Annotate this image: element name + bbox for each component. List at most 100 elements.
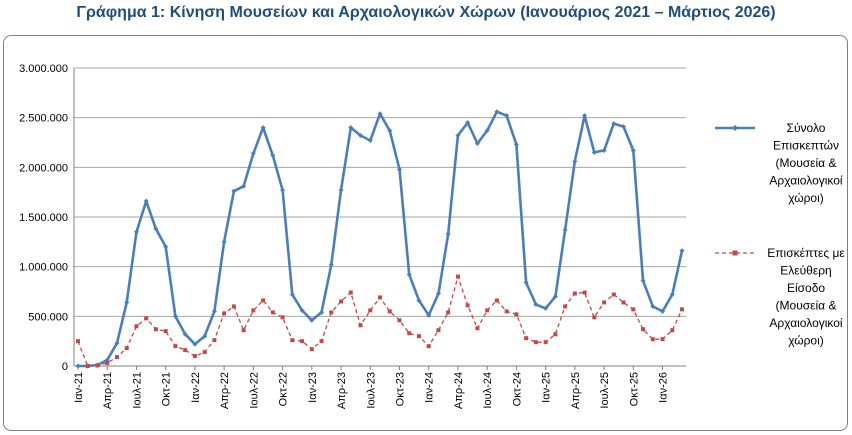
x-tick-label: Ιαν-21: [73, 372, 85, 403]
data-point-series-1: [328, 262, 334, 268]
x-tick-label: Ιαν-24: [424, 372, 436, 403]
legend-label-2: Επισκέπτες με Ελεύθερη Είσοδο (Μουσεία & Αρχ…: [767, 246, 845, 348]
data-point-series-1: [669, 291, 675, 297]
data-point-series-1: [124, 299, 130, 305]
data-point-series-2: [241, 328, 246, 333]
data-point-series-2: [270, 310, 275, 315]
data-point-series-2: [95, 363, 100, 368]
data-point-series-2: [348, 290, 353, 295]
data-point-series-1: [221, 239, 227, 245]
data-point-series-2: [339, 299, 344, 304]
legend-text-line: Αρχαιολογικοί: [769, 316, 843, 330]
y-tick-label: 3.000.000: [19, 63, 68, 75]
data-point-series-1: [387, 128, 393, 134]
data-point-series-1: [231, 188, 237, 194]
data-point-series-1: [270, 152, 276, 158]
x-tick-label: Ιουλ-21: [131, 372, 143, 409]
data-point-series-2: [602, 300, 607, 305]
y-tick-label: 2.500.000: [19, 113, 68, 125]
data-point-series-1: [338, 187, 344, 193]
data-point-series-2: [611, 292, 616, 297]
data-point-series-1: [75, 363, 81, 369]
data-point-series-1: [426, 312, 432, 318]
data-point-series-2: [572, 291, 577, 296]
data-point-series-1: [679, 248, 685, 254]
data-point-series-2: [153, 327, 158, 332]
data-point-series-2: [251, 308, 256, 313]
data-point-series-1: [494, 109, 500, 115]
data-point-series-2: [524, 336, 529, 341]
data-point-series-2: [660, 337, 665, 342]
data-point-series-1: [513, 141, 519, 147]
x-tick-label: Οκτ-24: [511, 372, 523, 406]
data-point-series-2: [319, 339, 324, 344]
data-point-series-2: [105, 361, 110, 366]
x-tick-label: Απρ-25: [570, 372, 582, 409]
data-point-series-1: [474, 140, 480, 146]
x-tick-label: Ιουλ-24: [482, 372, 494, 409]
legend-text-line: χώροι): [788, 334, 824, 348]
data-point-series-2: [485, 308, 490, 313]
legend-marker-1: [732, 125, 738, 131]
data-point-series-1: [611, 121, 617, 127]
x-tick-label: Ιαν-23: [307, 372, 319, 403]
data-point-series-2: [124, 346, 129, 351]
data-point-series-2: [192, 354, 197, 359]
data-point-series-2: [163, 329, 168, 334]
data-point-series-2: [134, 324, 139, 329]
data-point-series-2: [563, 304, 568, 309]
legend-text-line: Επισκέπτες με: [767, 246, 845, 260]
x-tick-label: Ιουλ-23: [365, 372, 377, 409]
data-point-series-1: [455, 133, 461, 139]
data-point-series-1: [377, 111, 383, 117]
data-point-series-1: [572, 158, 578, 164]
data-point-series-2: [446, 310, 451, 315]
data-point-series-2: [202, 350, 207, 355]
data-point-series-1: [660, 308, 666, 314]
data-point-series-1: [309, 317, 315, 323]
x-tick-label: Ιουλ-22: [248, 372, 260, 409]
chart-title: Γράφημα 1: Κίνηση Μουσείων και Αρχαιολογ…: [76, 4, 776, 21]
data-point-series-2: [222, 311, 227, 316]
data-point-series-1: [435, 290, 441, 296]
data-point-series-2: [582, 290, 587, 295]
data-point-series-1: [533, 301, 539, 307]
data-point-series-1: [299, 307, 305, 313]
data-point-series-1: [280, 187, 286, 193]
y-tick-label: 0: [62, 361, 68, 373]
data-point-series-1: [630, 147, 636, 153]
data-point-series-2: [290, 338, 295, 343]
data-point-series-1: [543, 305, 549, 311]
data-point-series-1: [582, 113, 588, 119]
data-point-series-1: [163, 244, 169, 250]
data-point-series-2: [76, 339, 80, 344]
data-point-series-2: [533, 340, 538, 345]
data-point-series-1: [153, 226, 159, 232]
legend-text-line: (Μουσεία &: [776, 156, 837, 170]
legend-text-line: Επισκεπτών: [773, 139, 839, 153]
data-point-series-1: [406, 272, 412, 278]
x-tick-label: Ιαν-22: [190, 372, 202, 403]
data-point-series-1: [601, 147, 607, 153]
data-point-series-1: [133, 229, 139, 235]
data-point-series-1: [192, 341, 198, 347]
data-point-series-2: [631, 307, 636, 312]
data-point-series-1: [211, 308, 217, 314]
data-point-series-2: [300, 339, 305, 344]
x-tick-label: Οκτ-25: [628, 372, 640, 406]
data-point-series-1: [367, 138, 373, 144]
data-point-series-2: [426, 344, 431, 349]
data-point-series-1: [465, 120, 471, 126]
y-tick-label: 1.000.000: [19, 262, 68, 274]
x-tick-label: Οκτ-22: [278, 372, 290, 406]
data-point-series-1: [650, 303, 656, 309]
legend-text-line: Ελεύθερη: [780, 264, 831, 278]
data-point-series-1: [416, 297, 422, 303]
legend-label-1: Σύνολο Επισκεπτών (Μουσεία & Αρχαιολογικοί χ…: [769, 121, 843, 205]
data-point-series-2: [183, 348, 188, 353]
y-tick-label: 2.000.000: [19, 162, 68, 174]
data-point-series-1: [396, 166, 402, 172]
data-point-series-1: [348, 125, 354, 131]
data-point-series-1: [523, 280, 529, 286]
